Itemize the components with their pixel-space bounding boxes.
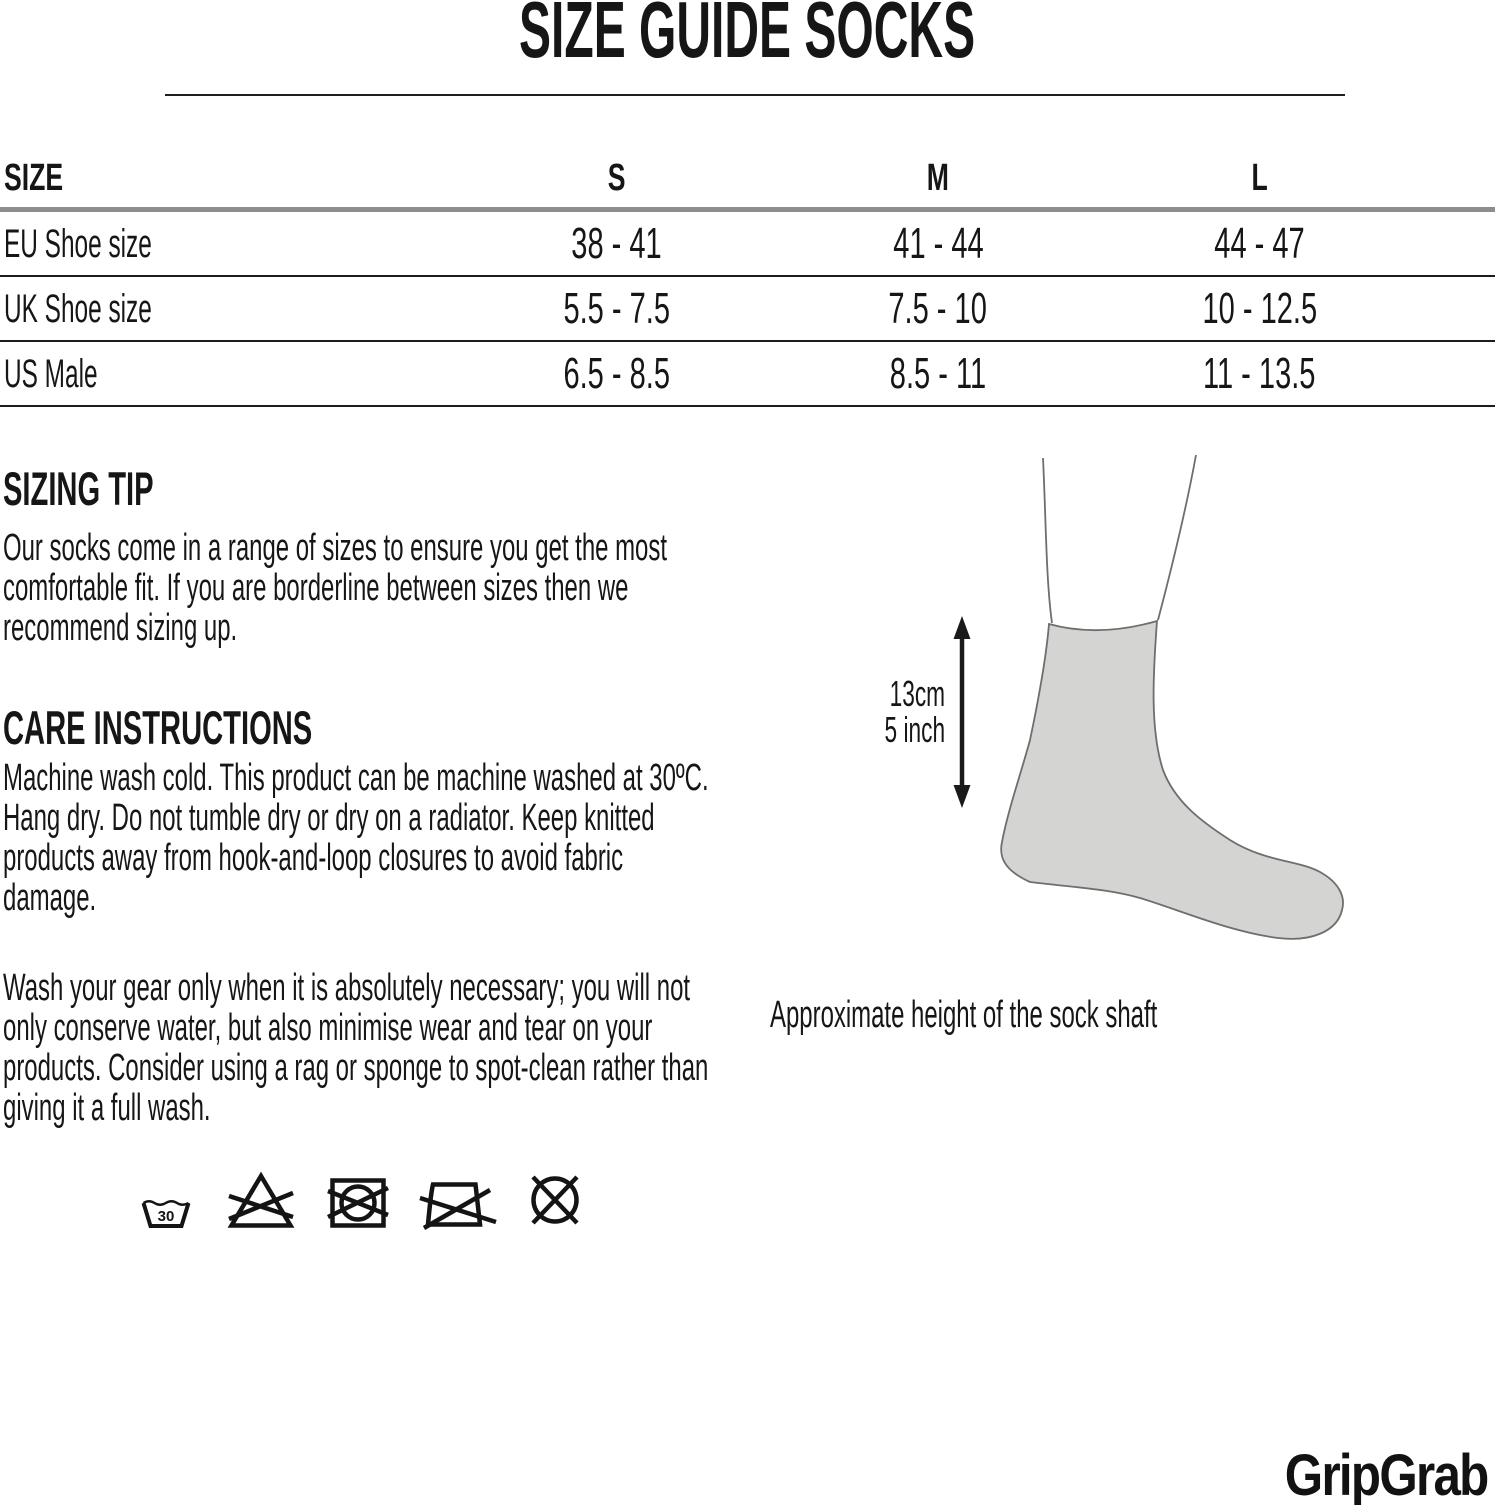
- size-table-header-m: M: [927, 156, 950, 199]
- cell-eu-s: 38 - 41: [571, 218, 662, 268]
- size-table-header-row: SIZE S M L: [0, 148, 1495, 212]
- care-symbols-row: 30: [141, 1171, 584, 1230]
- machine-wash-30-icon: 30: [141, 1200, 191, 1228]
- leg-left-outline: [1042, 457, 1053, 624]
- care-instructions-paragraph-1: Machine wash cold. This product can be m…: [3, 757, 709, 919]
- page-title: SIZE GUIDE SOCKS: [0, 0, 1495, 70]
- title-divider: [165, 94, 1345, 96]
- size-table: SIZE S M L EU Shoe size 38 - 41 41 - 44 …: [0, 148, 1495, 407]
- sock-shape: [1000, 619, 1344, 940]
- care-instructions-heading: CARE INSTRUCTIONS: [3, 701, 313, 754]
- row-label: EU Shoe size: [4, 221, 152, 266]
- sizing-tip-heading: SIZING TIP: [3, 462, 154, 515]
- cell-uk-m: 7.5 - 10: [888, 283, 988, 333]
- row-label: US Male: [4, 351, 98, 396]
- table-row-us: US Male 6.5 - 8.5 8.5 - 11 11 - 13.5: [0, 342, 1495, 407]
- sizing-tip-body: Our socks come in a range of sizes to en…: [3, 527, 668, 649]
- arrow-head-up: [953, 616, 971, 639]
- shaft-height-measurement: 13cm 5 inch: [884, 673, 945, 750]
- cell-us-s: 6.5 - 8.5: [563, 348, 670, 398]
- size-table-header-s: S: [607, 156, 626, 199]
- table-row-eu: EU Shoe size 38 - 41 41 - 44 44 - 47: [0, 212, 1495, 277]
- do-not-tumble-dry-icon: [327, 1178, 389, 1228]
- leg-right-outline: [1157, 454, 1197, 621]
- cell-us-m: 8.5 - 11: [889, 348, 987, 398]
- size-table-header-size: SIZE: [4, 156, 64, 199]
- cell-uk-l: 10 - 12.5: [1202, 283, 1317, 333]
- do-not-iron-icon: [419, 1182, 497, 1230]
- cell-us-l: 11 - 13.5: [1203, 348, 1316, 398]
- arrow-head-down: [953, 785, 971, 808]
- measurement-arrow: [953, 616, 971, 808]
- do-not-bleach-icon: [227, 1171, 295, 1228]
- row-label: UK Shoe size: [4, 286, 152, 331]
- table-row-uk: UK Shoe size 5.5 - 7.5 7.5 - 10 10 - 12.…: [0, 277, 1495, 342]
- care-instructions-paragraph-2: Wash your gear only when it is absolutel…: [3, 967, 709, 1129]
- page-title-text: SIZE GUIDE SOCKS: [519, 0, 976, 74]
- size-table-header-l: L: [1251, 156, 1268, 199]
- wash-temperature-label: 30: [158, 1208, 175, 1225]
- brand-logo: GripGrab: [1285, 1443, 1490, 1505]
- do-not-dry-clean-icon: [531, 1175, 579, 1225]
- cell-eu-l: 44 - 47: [1214, 218, 1305, 268]
- sock-illustration: [953, 454, 1344, 940]
- figure-caption: Approximate height of the sock shaft: [770, 994, 1158, 1036]
- cell-uk-s: 5.5 - 7.5: [563, 283, 670, 333]
- cell-eu-m: 41 - 44: [892, 218, 984, 268]
